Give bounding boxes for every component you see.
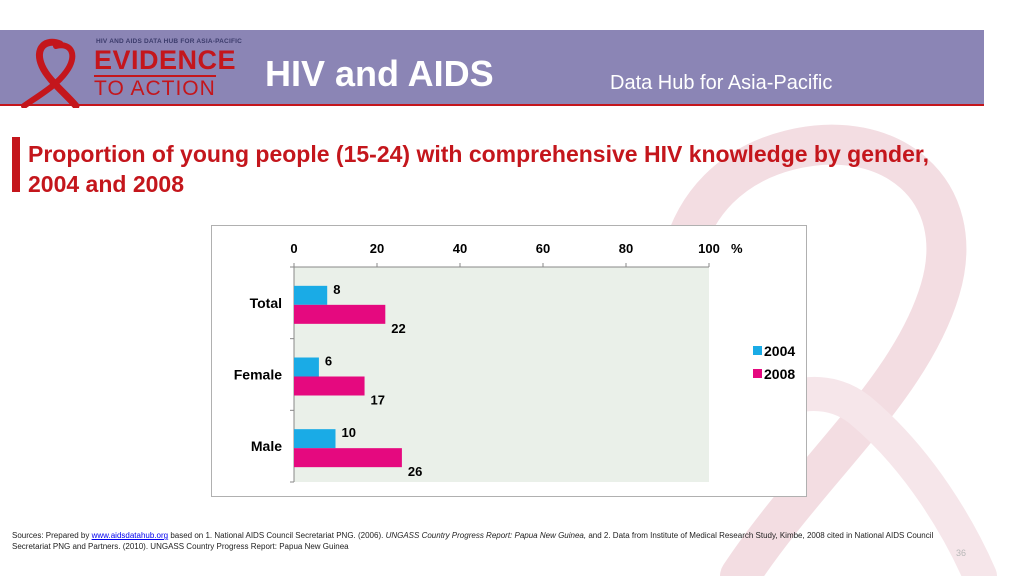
app-title: HIV and AIDS (265, 53, 494, 94)
data-label: 8 (333, 282, 340, 297)
x-tick-label: 100 (698, 241, 720, 256)
slide-title: Proportion of young people (15-24) with … (28, 141, 929, 197)
bar-2008 (294, 304, 386, 324)
x-tick-label: 60 (536, 241, 550, 256)
x-tick-label: 0 (290, 241, 297, 256)
data-label: 10 (342, 425, 356, 440)
data-label: 22 (391, 321, 405, 336)
bar-2004 (294, 429, 336, 449)
page-number: 36 (956, 548, 967, 558)
data-label: 6 (325, 354, 332, 369)
red-ribbon-icon (21, 38, 80, 108)
legend-label: 2004 (764, 343, 795, 359)
bar-2004 (294, 357, 319, 377)
logo-tagline: HIV AND AIDS DATA HUB FOR ASIA-PACIFIC (96, 38, 243, 45)
chart-svg: 0 20 40 60 80 100 % Total 8 22 Female 6 17 Male 10 26 20… (234, 241, 795, 483)
source-middle: based on 1. National AIDS Council Secret… (168, 531, 386, 540)
bar-2008 (294, 376, 365, 396)
source-rest: and 2. Data from Institute of Medical Re… (12, 531, 934, 551)
bar-chart: 0 20 40 60 80 100% Total 8 22 Female 6 17 Male 10 26 20… (211, 225, 807, 497)
bar-2004 (294, 285, 328, 305)
source-link[interactable]: www.aidsdatahub.org (91, 531, 169, 540)
category-label: Female (234, 367, 282, 383)
legend-swatch-2004 (753, 346, 762, 355)
plot-area (294, 267, 709, 482)
top-strip (0, 0, 1024, 30)
source-prefix: Sources: Prepared by (12, 531, 92, 540)
evidence-to-action-logo: HIV AND AIDS DATA HUB FOR ASIA-PACIFIC E… (16, 36, 246, 108)
category-label: Total (250, 295, 282, 311)
bar-2008 (294, 448, 402, 468)
logo-to-action-text: TO ACTION (94, 75, 216, 100)
x-tick-label: 40 (453, 241, 467, 256)
x-unit-label: % (731, 241, 743, 256)
title-accent-bar (12, 137, 20, 192)
x-tick-label: 20 (370, 241, 384, 256)
category-label: Male (251, 438, 282, 454)
logo-evidence-text: EVIDENCE (94, 45, 237, 75)
app-subtitle: Data Hub for Asia-Pacific (610, 72, 833, 94)
legend-swatch-2008 (753, 369, 762, 378)
x-tick-label: 80 (619, 241, 633, 256)
source-note: Sources: Prepared by www.aidsdatahub.org… (12, 530, 972, 552)
legend-label: 2008 (764, 366, 795, 382)
data-label: 17 (371, 393, 385, 408)
header-banner: HIV AND AIDS DATA HUB FOR ASIA-PACIFIC E… (0, 30, 984, 108)
data-label: 26 (408, 464, 422, 479)
source-italic: UNGASS Country Progress Report: Papua Ne… (385, 531, 587, 540)
